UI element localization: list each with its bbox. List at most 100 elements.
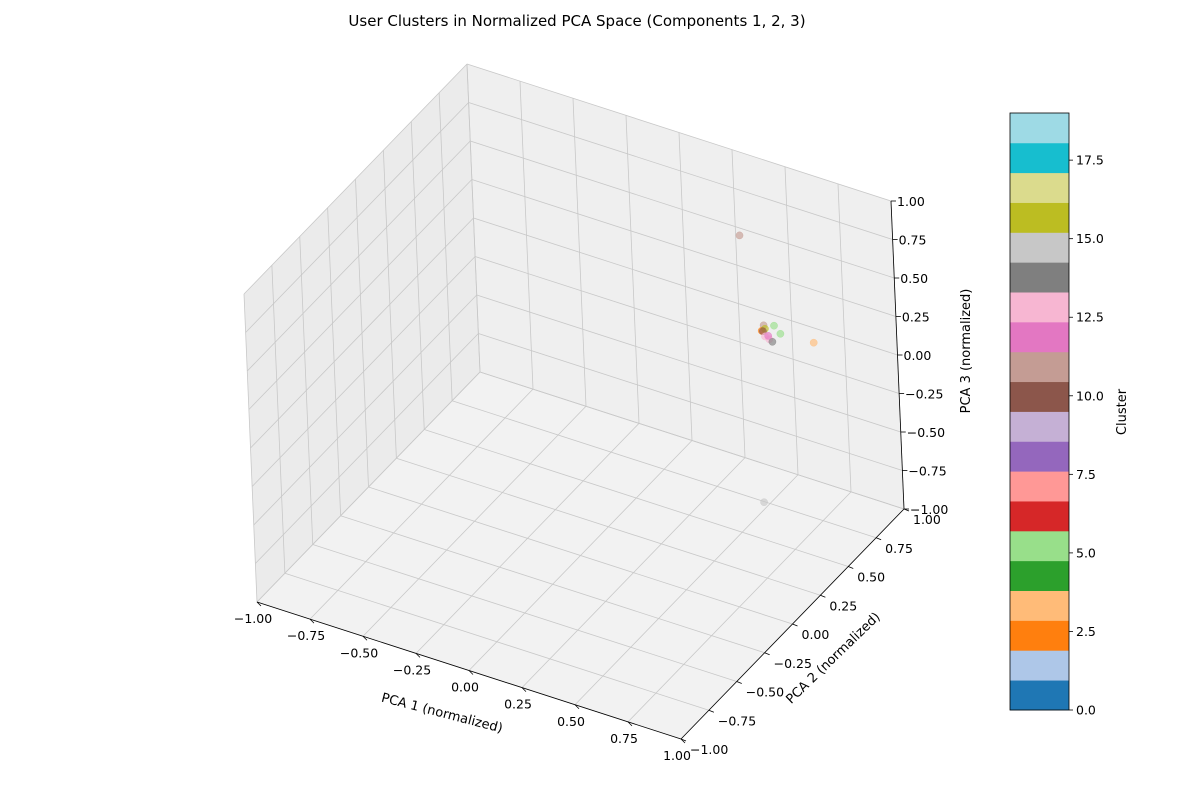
grid-line — [438, 92, 453, 401]
colorbar-tick-label: 5.0 — [1076, 545, 1096, 560]
x-tick-label: −0.75 — [287, 628, 325, 643]
colorbar-segment — [1010, 232, 1069, 263]
colorbar-segment — [1010, 590, 1069, 621]
y-tick-label: −0.75 — [718, 713, 756, 728]
y-tick — [764, 652, 770, 656]
y-tick-label: 0.00 — [802, 627, 830, 642]
colorbar-segment — [1010, 321, 1069, 353]
y-tick-label: −0.25 — [774, 656, 812, 671]
y-tick — [875, 537, 882, 541]
data-point — [760, 498, 768, 507]
z-tick-label: −0.50 — [907, 425, 945, 440]
colorbar-tick-label: 17.5 — [1076, 153, 1104, 168]
grid-line — [248, 179, 473, 410]
y-tick — [680, 738, 687, 742]
x-tick — [574, 704, 580, 710]
x-tick — [521, 687, 527, 692]
data-point — [735, 231, 744, 240]
colorbar: 0.0 2.5 5.0 7.5 10.0 12.5 15.0 17.5 — [1009, 112, 1104, 718]
colorbar-segment — [1010, 441, 1069, 472]
x-tick-label: 0.50 — [557, 714, 585, 729]
grid-line — [452, 400, 877, 539]
z-tick-label: 0.00 — [904, 348, 932, 363]
colorbar-segment — [1010, 202, 1069, 233]
z-tick-label: 1.00 — [897, 194, 925, 209]
colorbar-tick-label: 10.0 — [1076, 388, 1104, 403]
y-tick-label: 0.75 — [885, 541, 913, 556]
colorbar-segment — [1010, 680, 1069, 711]
colorbar-segment — [1010, 113, 1069, 144]
colorbar-segment — [1010, 262, 1069, 293]
colorbar-frame — [1009, 112, 1070, 711]
x-tick-label: −0.25 — [393, 662, 431, 677]
colorbar-segment — [1010, 650, 1069, 681]
colorbar-tick-label: 15.0 — [1076, 231, 1104, 246]
colorbar-tick-label: 12.5 — [1076, 310, 1104, 325]
data-point — [770, 321, 778, 330]
grid-line — [396, 457, 821, 596]
grid-line — [466, 63, 481, 373]
y-tick — [708, 709, 715, 713]
z-tick-label: −0.25 — [905, 387, 943, 402]
grid-line — [784, 166, 799, 475]
data-point — [764, 332, 773, 340]
grid-line — [243, 63, 468, 295]
y-tick-label: −1.00 — [690, 742, 728, 757]
colorbar-segment — [1010, 411, 1069, 442]
y-tick — [848, 566, 854, 569]
grid-line — [245, 102, 469, 333]
axes-grid — [243, 63, 905, 740]
colorbar-segment — [1010, 351, 1069, 383]
grid-line — [479, 371, 905, 510]
y-tick-label: 0.25 — [829, 598, 857, 613]
grid-line — [470, 140, 895, 279]
data-point — [809, 338, 818, 347]
grid-line — [382, 150, 397, 459]
z-tick-label: 0.75 — [899, 233, 927, 248]
z-tick-label: 0.25 — [902, 310, 930, 325]
grid-line — [471, 179, 896, 317]
colorbar-segment — [1010, 620, 1069, 651]
colorbar-segment — [1010, 501, 1069, 532]
grid-line — [521, 457, 746, 688]
axes-ticks: −1.00 −0.75 −0.50 −0.25 0.00 0.25 0.50 0.75 1.00… — [234, 194, 949, 763]
colorbar-tick-label: 7.5 — [1076, 467, 1096, 482]
grid-line — [250, 217, 474, 449]
x-tick — [309, 618, 315, 624]
y-tick — [736, 681, 742, 684]
data-point — [768, 337, 777, 346]
y-tick — [792, 623, 798, 627]
colorbar-segment — [1010, 560, 1069, 591]
x-tick-label: −0.50 — [340, 645, 378, 660]
x-tick — [627, 721, 633, 727]
grid-line — [466, 63, 892, 202]
x-tick — [415, 653, 421, 658]
colorbar-segment — [1010, 381, 1069, 412]
colorbar-segment — [1010, 471, 1069, 502]
x-axis-label: PCA 1 (normalized) — [380, 691, 505, 737]
colorbar-segment — [1010, 292, 1069, 323]
grid-line — [731, 149, 746, 458]
x-tick — [256, 601, 262, 607]
x-tick-label: 1.00 — [663, 748, 691, 763]
chart-title: User Clusters in Normalized PCA Space (C… — [348, 12, 806, 30]
x-tick-label: 0.25 — [504, 697, 532, 712]
colorbar-tick-label: 2.5 — [1076, 624, 1096, 639]
grid-line — [424, 429, 849, 567]
grid-line — [246, 140, 471, 372]
grid-line — [837, 183, 852, 492]
x-tick-label: 0.00 — [451, 680, 479, 695]
x-tick-label: −1.00 — [234, 611, 272, 626]
grid-line — [368, 486, 793, 625]
z-tick-label: 0.50 — [900, 271, 928, 286]
grid-line — [473, 217, 898, 356]
colorbar-segment — [1010, 530, 1069, 562]
z-axis-label: PCA 3 (normalized) — [959, 289, 974, 414]
x-tick-label: 0.75 — [610, 731, 638, 746]
colorbar-segment — [1010, 172, 1069, 203]
y-tick — [820, 594, 826, 598]
z-tick-label: −0.75 — [908, 464, 946, 479]
grid-line — [468, 102, 893, 240]
scatter-points — [735, 231, 818, 507]
